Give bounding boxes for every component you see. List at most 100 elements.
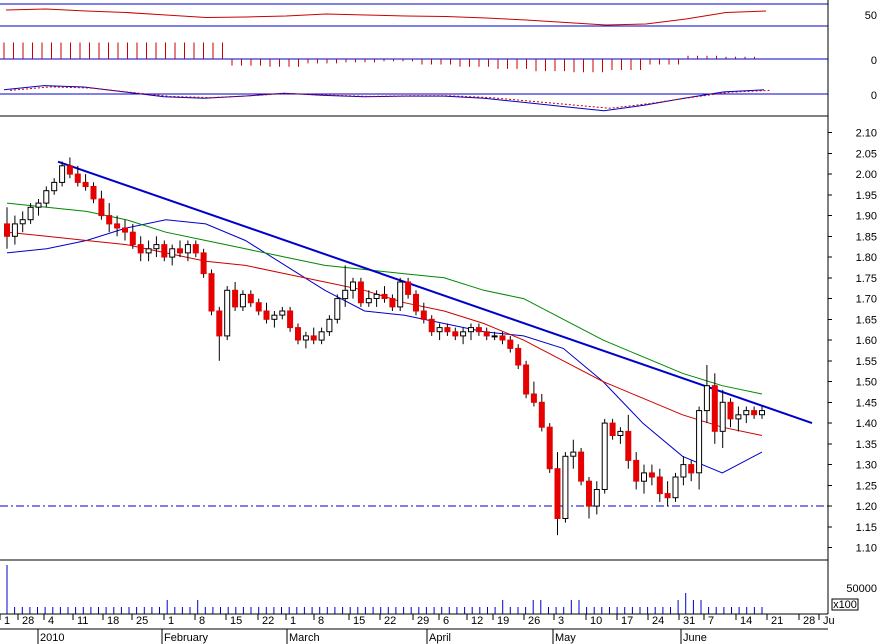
candle-body xyxy=(507,339,514,349)
price-tick-label: 1.30 xyxy=(856,460,877,472)
candle-body xyxy=(625,430,632,461)
candle-body xyxy=(216,310,223,337)
candle-body xyxy=(177,248,183,254)
candle-body xyxy=(711,385,718,432)
candle-body xyxy=(169,248,176,258)
candle-body xyxy=(530,393,537,403)
day-label: 10 xyxy=(590,615,602,627)
candle-body xyxy=(751,410,758,416)
candle-body xyxy=(19,219,26,225)
candle-body xyxy=(656,476,663,495)
candle-body xyxy=(350,281,356,291)
candle-body xyxy=(523,364,530,395)
price-tick-label: 2.10 xyxy=(856,128,877,140)
candle-body xyxy=(719,401,726,432)
day-label: 1 xyxy=(4,615,10,627)
price-tick-label: 1.10 xyxy=(856,543,877,555)
candle-body xyxy=(743,410,750,416)
macd-signal-line xyxy=(9,86,771,109)
candle-body xyxy=(357,281,364,304)
candle-body xyxy=(129,231,136,246)
candle-body xyxy=(51,181,58,192)
price-tick-label: 1.15 xyxy=(856,522,877,534)
price-tick-label: 1.40 xyxy=(856,418,877,430)
day-label: 11 xyxy=(77,615,88,627)
candle-body xyxy=(365,298,372,304)
day-label: 8 xyxy=(199,615,205,627)
day-label: 31 xyxy=(683,615,695,627)
volume-unit-box xyxy=(831,598,859,611)
price-tick-label: 1.25 xyxy=(856,480,877,492)
day-label: 28 xyxy=(803,615,815,627)
price-tick-label: 1.95 xyxy=(856,190,877,202)
candle-body xyxy=(122,227,128,233)
candle-body xyxy=(35,202,42,208)
day-label: 8 xyxy=(318,615,324,627)
day-label: 17 xyxy=(621,615,633,627)
candle-body xyxy=(397,281,404,308)
candle-body xyxy=(759,410,765,416)
candle-body xyxy=(586,480,592,507)
day-label: 18 xyxy=(107,615,119,627)
histogram-panel: 0 xyxy=(0,42,877,73)
day-label: 4 xyxy=(48,615,54,627)
candle-body xyxy=(98,198,105,217)
price-tick-label: 1.70 xyxy=(856,294,877,306)
volume-tick-label: 50000 xyxy=(846,583,877,595)
day-label: 14 xyxy=(740,615,752,627)
day-label: 19 xyxy=(497,615,509,627)
candle-body xyxy=(153,244,160,250)
candle-body xyxy=(499,335,506,341)
price-tick-label: 1.60 xyxy=(856,335,877,347)
candle-body xyxy=(287,310,294,329)
macd-panel: 0 xyxy=(0,85,877,112)
candle-body xyxy=(145,248,152,254)
month-label: 2010 xyxy=(40,632,64,644)
candle-body xyxy=(59,165,66,183)
candle-body xyxy=(4,223,10,237)
price-tick-label: 2.05 xyxy=(856,148,877,160)
volume-panel: 50000 x100 xyxy=(6,565,877,614)
candle-body xyxy=(114,223,121,229)
candle-body xyxy=(570,451,577,457)
candle-body xyxy=(413,293,419,312)
candle-body xyxy=(593,489,600,507)
candle-body xyxy=(263,310,270,320)
candle-body xyxy=(310,335,317,341)
rsi-line xyxy=(5,8,767,26)
candle-body xyxy=(554,468,561,520)
candle-body xyxy=(703,385,710,412)
day-label: 15 xyxy=(230,615,242,627)
candle-body xyxy=(562,455,569,519)
candle-body xyxy=(11,223,18,237)
candle-body xyxy=(106,215,113,225)
month-label: March xyxy=(289,632,320,644)
candle-body xyxy=(239,293,246,308)
price-panel xyxy=(0,157,828,536)
candle-body xyxy=(66,165,73,175)
candle-body xyxy=(318,331,325,341)
candle-body xyxy=(74,173,81,183)
candle-body xyxy=(247,293,254,304)
price-tick-label: 1.80 xyxy=(856,252,877,264)
day-label: 15 xyxy=(353,615,365,627)
candle-body xyxy=(137,244,144,254)
day-label: 22 xyxy=(262,615,274,627)
day-label: 28 xyxy=(22,615,34,627)
volume-unit-label: x100 xyxy=(833,599,857,611)
candle-body xyxy=(444,327,451,333)
candle-body xyxy=(224,289,231,337)
day-label: Ju xyxy=(823,615,835,627)
day-label: 22 xyxy=(384,615,396,627)
candle-body xyxy=(515,347,522,366)
candle-body xyxy=(43,190,50,204)
candle-body xyxy=(27,206,34,221)
trend-line xyxy=(57,160,813,425)
day-label: 6 xyxy=(443,615,449,627)
day-label: 1 xyxy=(168,615,174,627)
candle-body xyxy=(90,186,97,200)
price-tick-label: 1.20 xyxy=(856,501,877,513)
candle-body xyxy=(161,244,168,258)
candle-body xyxy=(538,401,545,428)
candle-body xyxy=(696,410,703,474)
